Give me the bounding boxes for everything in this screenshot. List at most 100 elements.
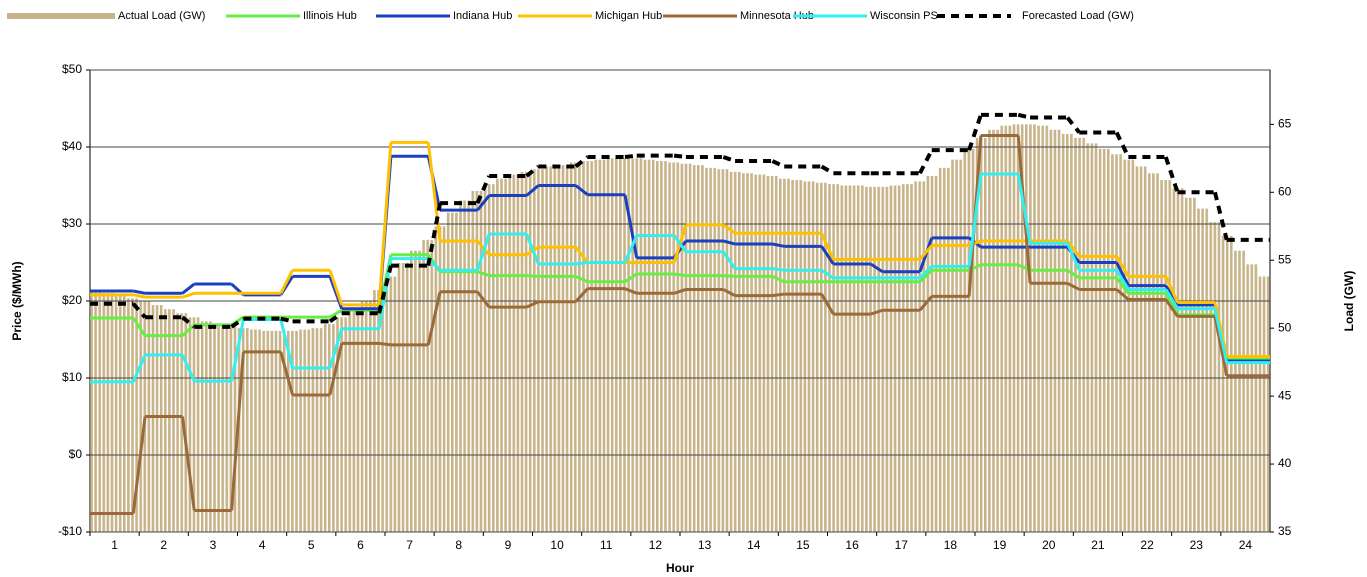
load-bar [421,239,435,532]
step-connector [279,351,295,396]
load-bar [938,167,951,532]
load-bar [1048,129,1062,532]
step-connector [1164,275,1179,304]
legend-label: Actual Load (GW) [118,10,205,22]
step-connector [918,265,933,279]
step-connector [673,272,687,278]
load-bar [1245,264,1258,532]
step-connector [575,274,589,284]
step-connector [525,184,540,197]
step-connector [181,282,196,295]
step-connector [526,274,539,278]
step-connector [476,194,491,212]
x-tick-label: 3 [210,538,217,552]
y-tick-label: $0 [69,447,83,461]
x-tick-label: 16 [845,538,859,552]
load-bar [1171,188,1184,532]
step-connector [624,287,638,295]
load-bar [163,309,177,532]
step-connector [1114,131,1131,158]
load-bar [962,148,975,532]
step-connector [722,288,736,297]
x-tick-label: 9 [505,538,512,552]
step-connector [1016,173,1032,244]
load-bar [950,159,963,532]
load-bar [901,184,914,532]
load-bar [778,178,791,533]
y2-tick-label: 35 [1278,524,1292,538]
load-bar [397,262,410,532]
step-connector [820,164,835,176]
load-bar [1036,125,1049,532]
x-axis-title: Hour [666,561,694,575]
load-bar [458,200,472,532]
legend-label: Illinois Hub [303,10,357,22]
x-tick-label: 20 [1042,538,1056,552]
step-connector [624,153,637,159]
load-bar [753,174,767,533]
step-connector [476,270,490,278]
x-tick-label: 23 [1190,538,1204,552]
load-bar [200,321,213,532]
load-bar [593,159,607,532]
load-bar [1183,197,1197,532]
step-connector [132,289,146,295]
step-connector [967,114,983,151]
step-connector [475,175,492,204]
step-connector [377,142,393,305]
step-connector [623,234,639,264]
load-bar [716,169,730,532]
load-bar [692,165,705,532]
step-connector [525,300,540,309]
load-bar [1233,250,1246,533]
step-connector [328,269,344,306]
step-connector [820,268,835,280]
load-bar [766,175,779,533]
step-connector [722,155,736,163]
step-connector [181,323,196,337]
x-tick-label: 21 [1091,538,1105,552]
x-tick-label: 11 [600,538,613,552]
step-connector [1017,112,1031,120]
step-connector [673,288,687,295]
load-bar [90,290,103,532]
load-bar [249,329,263,532]
load-bar [1122,159,1135,532]
step-connector [426,202,443,267]
load-bar [126,298,140,532]
step-connector [180,416,196,511]
step-connector [820,293,835,315]
load-bar [544,166,558,532]
step-connector [673,153,687,159]
step-connector [328,343,344,396]
step-connector [1115,276,1130,295]
step-connector [820,232,835,261]
step-connector [772,292,785,298]
load-bar [680,163,693,532]
load-bar [520,171,533,533]
load-bar [1134,166,1148,532]
step-connector [426,142,442,242]
load-bar [1110,154,1123,532]
x-tick-label: 17 [895,538,909,552]
x-tick-label: 14 [747,538,761,552]
load-bar [1196,208,1209,532]
y2-tick-label: 60 [1278,184,1292,198]
load-bar [1097,148,1111,532]
legend-label: Forecasted Load (GW) [1022,10,1134,22]
load-bar [495,178,508,533]
x-tick-label: 10 [550,538,564,552]
y-tick-label: $30 [62,216,82,230]
legend-label: Indiana Hub [453,10,512,22]
load-bar [913,181,926,532]
step-connector [772,267,785,272]
step-connector [722,223,736,235]
step-connector [1115,261,1130,287]
step-connector [525,233,540,265]
load-bar [1257,276,1270,532]
legend-label: Wisconsin PS [870,10,938,22]
step-connector [1115,269,1130,291]
step-connector [1213,308,1229,363]
y2-tick-label: 50 [1278,320,1292,334]
